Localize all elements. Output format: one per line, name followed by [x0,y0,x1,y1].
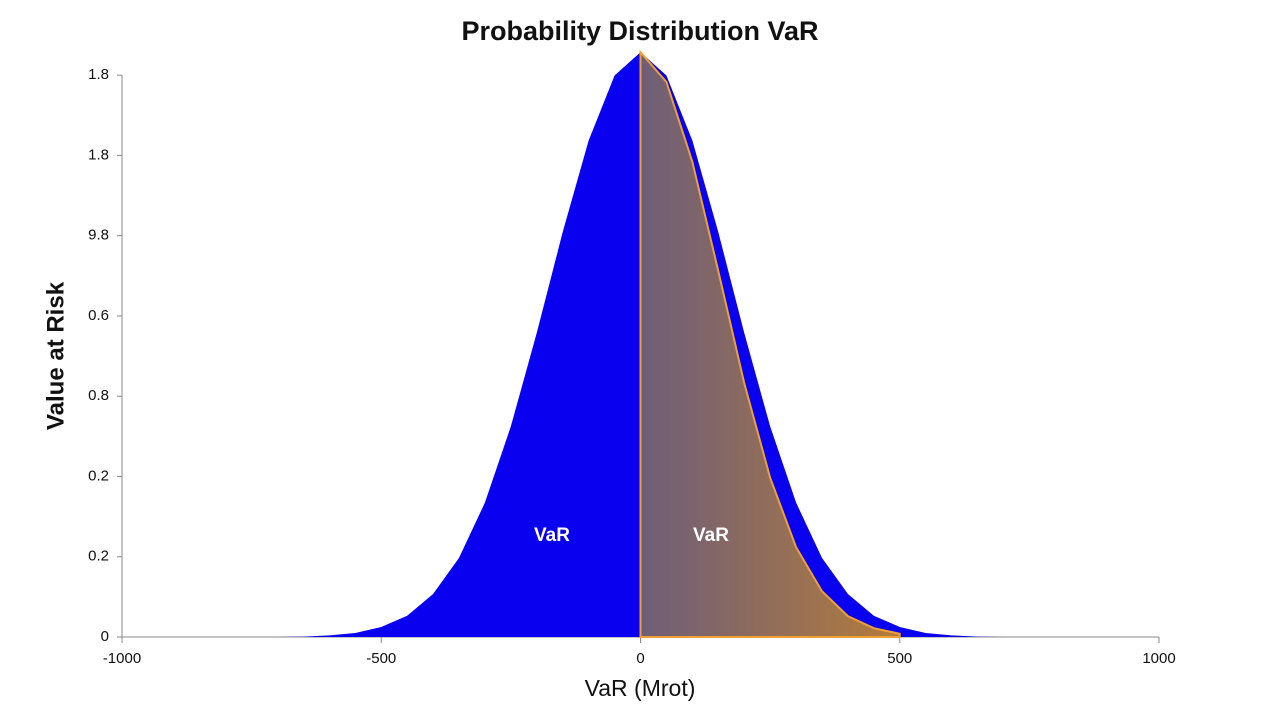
y-tick-label: 1.8 [88,146,109,163]
y-tick-label: 0.6 [88,307,109,324]
y-tick-label: 0 [101,628,109,645]
y-tick-label: 0.2 [88,467,109,484]
x-tick-label: 1000 [1142,650,1175,667]
y-tick-label: 0.8 [88,387,109,404]
x-tick-label: -500 [366,650,396,667]
x-axis-label: VaR (Mrot) [585,675,696,701]
area [639,49,901,638]
y-axis-label: Value at Risk [42,281,69,430]
x-tick-label: -1000 [103,650,141,667]
annotation: VaR [534,525,570,546]
annotation: VaR [693,525,729,546]
chart-title: Probability Distribution VaR [461,16,818,46]
y-tick-label: 0.2 [88,548,109,565]
y-tick-label: 9.8 [88,227,109,244]
x-tick-label: 500 [887,650,912,667]
x-tick-label: 0 [636,650,644,667]
y-tick-label: 1.8 [88,66,109,83]
